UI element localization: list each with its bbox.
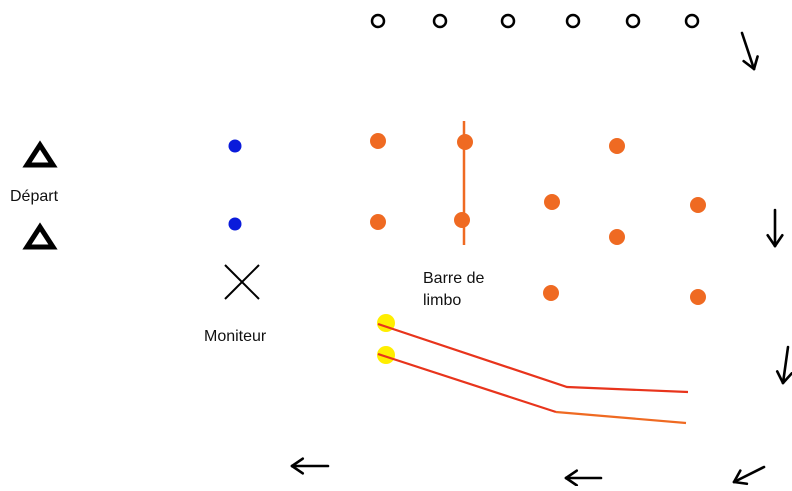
arrow-shaft xyxy=(781,345,790,385)
arrow-shaft xyxy=(740,31,756,71)
arrow-head-stroke xyxy=(290,464,305,475)
ring-marker xyxy=(500,13,516,29)
arrow-left xyxy=(564,469,603,487)
start-triangle xyxy=(22,222,58,250)
orange-dot xyxy=(454,212,470,228)
arrow-shaft xyxy=(732,465,766,484)
rope-line-lower-tail xyxy=(555,410,687,425)
limbo-bar-label-line1: Barre de xyxy=(423,270,485,287)
ring-marker xyxy=(565,13,581,29)
arrow-head-stroke xyxy=(752,55,759,71)
direction-arrows xyxy=(290,31,792,487)
orange-dots xyxy=(370,133,706,305)
ring-marker xyxy=(370,13,386,29)
rope-lines xyxy=(377,314,689,425)
orange-dot xyxy=(544,194,560,210)
blue-dots xyxy=(228,139,242,231)
arrow-head-stroke xyxy=(564,476,579,487)
orange-dot xyxy=(370,214,386,230)
blue-dot xyxy=(228,139,242,153)
orange-dot xyxy=(543,285,559,301)
orange-dot xyxy=(690,289,706,305)
arrow-left-down xyxy=(732,465,766,486)
orange-dot xyxy=(609,229,625,245)
orange-dot xyxy=(370,133,386,149)
yellow-dot xyxy=(377,346,395,364)
limbo-bar-label-line2: limbo xyxy=(423,292,462,309)
arrow-left xyxy=(290,457,330,475)
ring-marker xyxy=(684,13,700,29)
arrow-head-stroke xyxy=(732,480,749,486)
arrow-head-stroke xyxy=(742,59,756,71)
ring-marker xyxy=(625,13,641,29)
monitor-marker xyxy=(224,264,260,300)
arrow-head-stroke xyxy=(564,469,579,480)
ring-row xyxy=(370,13,700,29)
rope-line-lower xyxy=(377,352,557,414)
arrow-head-stroke xyxy=(781,372,792,385)
blue-dot xyxy=(228,217,242,231)
monitor-label: Moniteur xyxy=(204,328,267,345)
arrow-head-stroke xyxy=(773,233,784,248)
orange-dot xyxy=(457,134,473,150)
ring-marker xyxy=(432,13,448,29)
arrow-head-stroke xyxy=(290,457,305,468)
arrow-down xyxy=(766,208,784,248)
start-markers xyxy=(22,140,58,250)
monitor-x-stroke xyxy=(224,264,260,300)
start-triangle xyxy=(22,140,58,168)
arrow-head-stroke xyxy=(732,469,742,484)
arrow-down-left xyxy=(775,345,792,385)
orange-dot xyxy=(609,138,625,154)
arrow-head-stroke xyxy=(766,233,777,248)
rope-line-upper xyxy=(377,322,689,394)
start-label: Départ xyxy=(10,188,59,205)
orange-dot xyxy=(690,197,706,213)
arrow-head-stroke xyxy=(775,370,785,385)
arrow-down-right xyxy=(740,31,759,71)
